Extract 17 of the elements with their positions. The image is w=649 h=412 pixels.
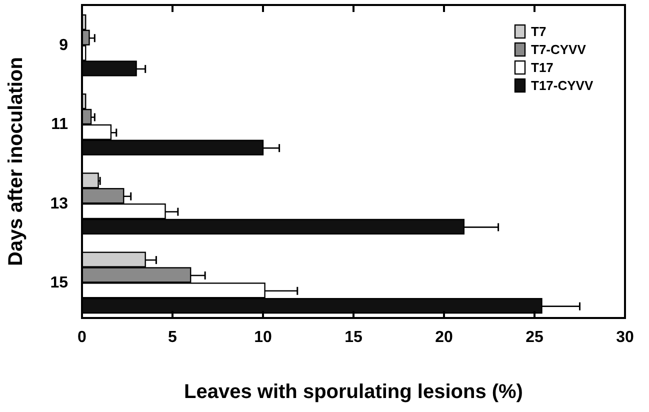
x-tick-label: 20 bbox=[435, 329, 453, 346]
x-tick-label: 5 bbox=[168, 329, 178, 346]
x-tick-label: 10 bbox=[254, 329, 272, 346]
y-tick-label: 9 bbox=[59, 37, 68, 54]
x-tick-label: 15 bbox=[344, 329, 362, 346]
legend-label: T17-CYVV bbox=[531, 78, 594, 93]
x-tick-label: 0 bbox=[78, 329, 87, 346]
y-tick-label: 15 bbox=[50, 274, 68, 292]
x-tick-label: 25 bbox=[526, 329, 544, 346]
y-axis-title: Days after inoculation bbox=[5, 57, 27, 266]
y-tick-label: 11 bbox=[51, 116, 68, 134]
legend-label: T17 bbox=[531, 60, 554, 75]
legend-label: T7 bbox=[531, 24, 546, 39]
y-tick-label: 13 bbox=[50, 195, 68, 212]
legend-label: T7-CYVV bbox=[531, 42, 586, 57]
x-tick-label: 30 bbox=[616, 329, 634, 346]
x-axis-title: Leaves with sporulating lesions (%) bbox=[184, 381, 523, 403]
